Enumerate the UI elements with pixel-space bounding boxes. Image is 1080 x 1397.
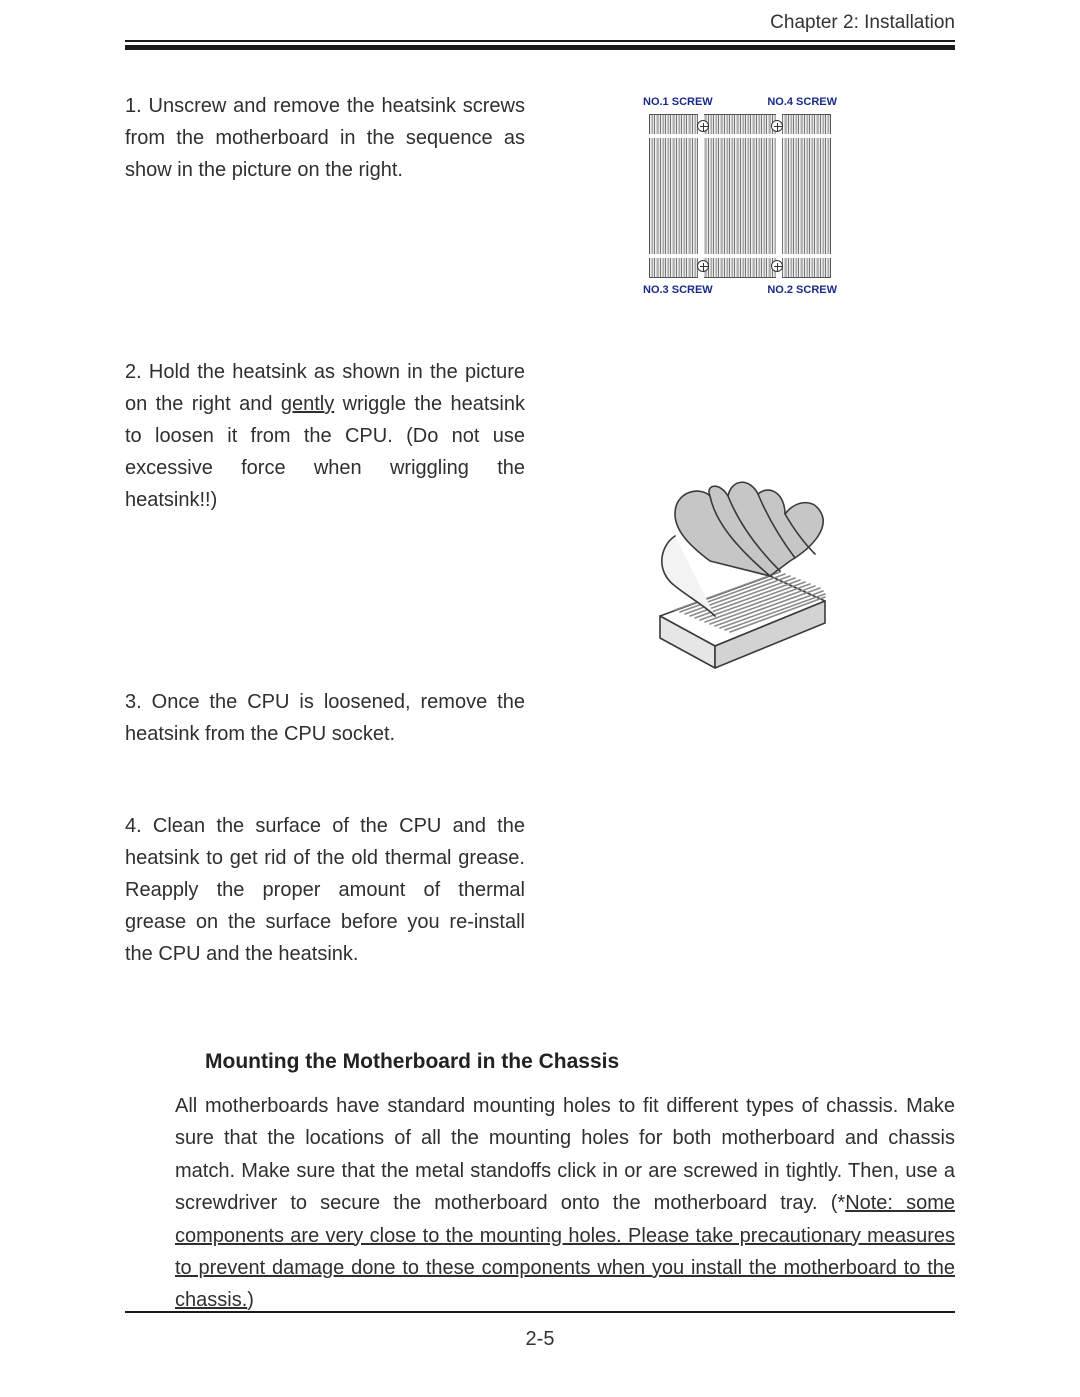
screw-icon (697, 120, 709, 132)
mounting-body: All motherboards have standard mounting … (175, 1090, 955, 1317)
figure-heatsink-top: NO.1 SCREW NO.4 SCREW NO.3 SCREW NO.2 SC… (525, 90, 955, 296)
screw-icon (771, 120, 783, 132)
heatsink-gap (649, 254, 831, 258)
step-2-text: 2. Hold the heatsink as shown in the pic… (125, 356, 525, 516)
screw-icon (771, 260, 783, 272)
footer-rule (125, 1311, 955, 1313)
mounting-heading: Mounting the Motherboard in the Chassis (205, 1050, 955, 1074)
step-4-text: 4. Clean the surface of the CPU and the … (125, 810, 525, 970)
step-2-underline: gently (281, 393, 334, 415)
step-1-text: 1. Unscrew and remove the heatsink screw… (125, 90, 525, 186)
step-3-row: 3. Once the CPU is loosened, remove the … (125, 686, 955, 750)
content-area: 1. Unscrew and remove the heatsink screw… (125, 90, 955, 1317)
chapter-label: Chapter 2: Installation (770, 12, 955, 34)
screw-label-no1: NO.1 SCREW (643, 96, 713, 108)
page: Chapter 2: Installation 1. Unscrew and r… (125, 0, 955, 1397)
mounting-body-after: ) (247, 1289, 254, 1311)
mounting-body-before: All motherboards have standard mounting … (175, 1095, 955, 1214)
page-number: 2-5 (125, 1328, 955, 1351)
step-4-row: 4. Clean the surface of the CPU and the … (125, 810, 955, 970)
step-2-row: 2. Hold the heatsink as shown in the pic… (125, 356, 955, 676)
step-3-text: 3. Once the CPU is loosened, remove the … (125, 686, 525, 750)
hand-heatsink-svg (620, 476, 860, 676)
step-1-row: 1. Unscrew and remove the heatsink screw… (125, 90, 955, 296)
figure-hand-heatsink (525, 476, 955, 676)
screw-label-no4: NO.4 SCREW (767, 96, 837, 108)
screw-label-no3: NO.3 SCREW (643, 284, 713, 296)
heatsink-gap (649, 134, 831, 138)
heatsink-fins (650, 115, 830, 277)
screw-label-no2: NO.2 SCREW (767, 284, 837, 296)
heatsink-diagram: NO.1 SCREW NO.4 SCREW NO.3 SCREW NO.2 SC… (635, 96, 845, 296)
header-rule (125, 45, 955, 50)
screw-icon (697, 260, 709, 272)
